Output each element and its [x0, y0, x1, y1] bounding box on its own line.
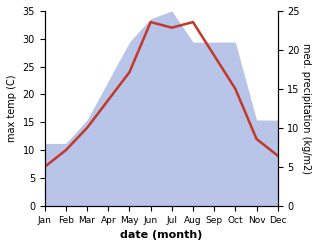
X-axis label: date (month): date (month)	[120, 230, 203, 240]
Y-axis label: max temp (C): max temp (C)	[7, 75, 17, 142]
Y-axis label: med. precipitation (kg/m2): med. precipitation (kg/m2)	[301, 43, 311, 174]
